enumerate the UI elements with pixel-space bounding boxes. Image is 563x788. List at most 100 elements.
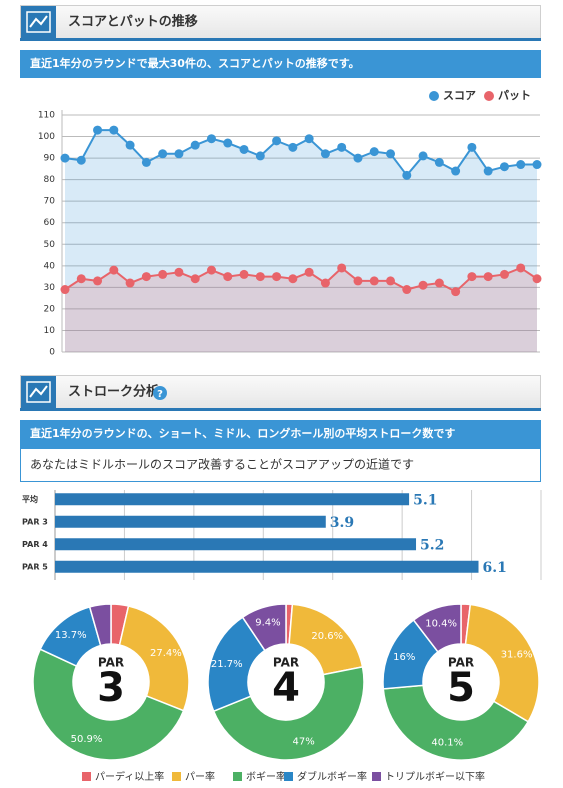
data-point [451,287,461,297]
data-point [141,272,151,282]
icon-frame [26,381,51,403]
bar [55,515,326,528]
donut-slice [464,603,540,723]
donut-slice [241,603,287,652]
y-tick-label: 90 [44,154,56,164]
center-label: PAR [98,656,124,670]
legend-label: スコア [443,89,476,102]
data-point [516,160,526,170]
data-point [337,142,347,152]
data-point [206,134,216,144]
data-point [60,285,70,295]
y-tick-label: 10 [44,326,56,336]
data-point [125,278,135,288]
donut-slice [382,684,530,761]
category-label: PAR 4 [22,540,48,549]
data-point [223,138,233,148]
donut-slice [412,603,462,653]
data-point [174,149,184,159]
data-point [434,157,444,167]
legend-marker [429,91,439,101]
data-point [141,157,151,167]
donut-slice [88,603,112,647]
center-label: PAR [273,656,299,670]
data-point [386,149,396,159]
data-point [239,269,249,279]
message-text: あなたはミドルホールのスコア改善することがスコアアップの近道です [30,457,414,472]
category-label: PAR 3 [22,517,48,526]
data-point [434,278,444,288]
value-label: 5.2 [420,537,444,553]
y-tick-label: 50 [44,240,56,250]
data-point [76,274,86,284]
bar [55,538,417,551]
data-point [223,272,233,282]
section-title: スコアとパットの推移 [68,14,198,30]
header-underline [20,38,541,41]
data-point [532,274,542,284]
donut-slice [32,648,185,761]
data-point [532,160,542,170]
data-point [93,276,103,286]
data-point [304,134,314,144]
data-point [190,140,200,150]
data-point [320,278,330,288]
data-point [418,280,428,290]
data-point [272,136,282,146]
slice-label: 31.6% [501,650,533,661]
section-description: 直近1年分のラウンドの、ショート、ミドル、ロングホール別の平均ストローク数です [30,426,455,440]
y-tick-label: 70 [44,197,56,207]
message-box [20,448,541,482]
help-icon-text[interactable]: ? [157,389,163,400]
data-point [109,265,119,275]
slice-label: 13.7% [55,630,87,641]
data-point [451,166,461,176]
data-point [93,125,103,135]
slice-label: 47% [293,736,315,747]
data-point [467,272,477,282]
data-point [288,274,298,284]
donut-slice [212,666,365,761]
center-number: 5 [447,665,475,711]
legend-label: トリプルボギー以下率 [385,770,485,783]
slice-label: 16% [393,652,415,663]
y-tick-label: 20 [44,304,56,314]
data-point [483,272,493,282]
data-point [288,142,298,152]
legend-marker [372,772,381,781]
icon-frame [26,11,51,33]
help-icon[interactable] [153,386,167,400]
data-point [467,142,477,152]
series-area [65,267,537,352]
legend-marker [484,91,494,101]
y-tick-label: 60 [44,218,56,228]
data-point [158,269,168,279]
legend-marker [82,772,91,781]
data-point [353,276,363,286]
data-point [499,162,509,172]
data-point [272,272,282,282]
value-label: 6.1 [483,560,507,576]
donut-slice [118,605,190,712]
slice-label: 40.1% [431,737,463,748]
legend-label: パー率 [185,770,215,783]
slice-label: 21.7% [211,659,243,670]
section-title: ストローク分析 [68,384,159,400]
data-point [255,151,265,161]
y-tick-label: 110 [38,111,55,121]
data-point [304,267,314,277]
bar [55,560,479,573]
slice-label: 27.4% [150,648,182,659]
section-description: 直近1年分のラウンドで最大30件の、スコアとパットの推移です。 [30,56,360,70]
data-point [337,263,347,273]
data-point [125,140,135,150]
center-label: PAR [448,656,474,670]
data-point [109,125,119,135]
center-number: 4 [272,665,300,711]
legend-marker [172,772,181,781]
data-point [320,149,330,159]
data-point [386,276,396,286]
legend-marker [284,772,293,781]
slice-label: 10.4% [425,618,457,629]
